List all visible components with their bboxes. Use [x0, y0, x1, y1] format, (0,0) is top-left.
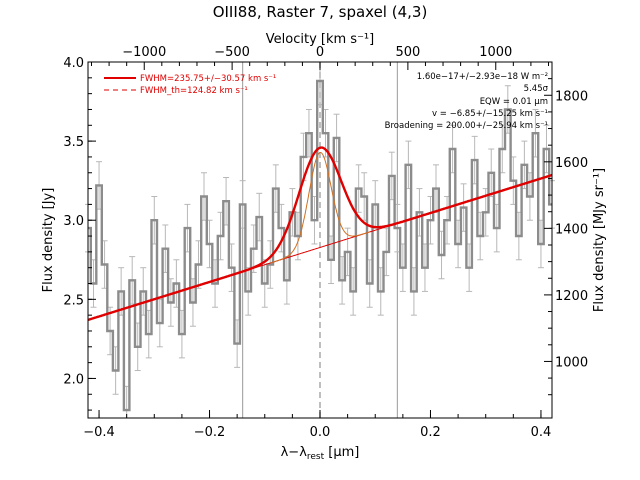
annotation-flux: 1.60e−17+/−2.93e−18 W m⁻²	[417, 72, 548, 82]
right-tick-label: 1400	[555, 222, 588, 237]
gaussian-fit-line	[87, 146, 553, 322]
y-tick-label: 3.5	[63, 135, 84, 150]
right-tick-label: 1200	[555, 289, 588, 304]
right-tick-label: 1800	[555, 89, 588, 104]
x-tick-label: −0.4	[83, 425, 115, 440]
x-tick-label: 0.0	[310, 425, 331, 440]
annotation-eqw: EQW = 0.01 μm	[480, 97, 548, 107]
y-tick-label: 2.0	[63, 372, 84, 387]
legend-label-fwhm: FWHM=235.75+/−30.57 km s⁻¹	[140, 74, 276, 84]
fit-annotations: 1.60e−17+/−2.93e−18 W m⁻² 5.45σ EQW = 0.…	[385, 72, 549, 131]
y-axis-label: Flux density [Jy]	[41, 188, 56, 293]
top-tick-label: 500	[395, 45, 420, 60]
x-tick-label: −0.2	[194, 425, 226, 440]
y-tick-label: 3.0	[63, 214, 84, 229]
thin-gaussian-fit	[270, 152, 370, 264]
top-tick-label: 0	[316, 45, 324, 60]
y-tick-label: 4.0	[63, 56, 84, 71]
right-y-axis-label: Flux density [MJy sr⁻¹]	[592, 168, 607, 312]
annotation-snr: 5.45σ	[524, 84, 549, 94]
x-axis-label: λ−λrest [μm]	[281, 445, 360, 462]
top-tick-label: 1000	[479, 45, 512, 60]
y-tick-label: 2.5	[63, 293, 84, 308]
spectrum-line	[88, 79, 552, 412]
chart-title: OIII88, Raster 7, spaxel (4,3)	[213, 3, 428, 21]
top-tick-label: −1000	[122, 45, 166, 60]
x-axis-label-sub: rest	[307, 452, 325, 462]
axis-ticks: −0.4 −0.2 0.0 0.2 0.4 −1000 −500 0 500 1000 2.0 2.5…	[63, 45, 588, 440]
annotation-velocity: v = −6.85+/−15.25 km s⁻¹	[432, 109, 548, 119]
x-tick-label: 0.4	[531, 425, 552, 440]
legend-label-fwhm-th: FWHM_th=124.82 km s⁻¹	[140, 86, 248, 96]
x-axis-label-main: λ−λ	[281, 445, 308, 460]
x-tick-label: 0.2	[420, 425, 441, 440]
top-axis-label: Velocity [km s⁻¹]	[266, 32, 374, 47]
legend: FWHM=235.75+/−30.57 km s⁻¹ FWHM_th=124.8…	[104, 74, 276, 96]
plot-area	[85, 61, 555, 419]
x-axis-label-unit: [μm]	[324, 445, 359, 460]
top-tick-label: −500	[214, 45, 250, 60]
right-tick-label: 1600	[555, 156, 588, 171]
annotation-broadening: Broadening = 200.00+/−25.94 km s⁻¹	[385, 121, 548, 131]
right-tick-label: 1000	[555, 355, 588, 370]
